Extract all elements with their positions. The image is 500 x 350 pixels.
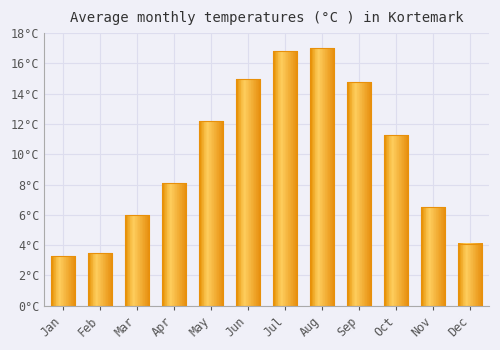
Bar [199,121,223,306]
Bar [236,79,260,306]
Bar [125,215,149,306]
Bar [51,256,75,306]
Bar [422,207,446,306]
Bar [458,244,482,306]
Bar [310,48,334,306]
Bar [162,183,186,306]
Bar [273,51,297,306]
Bar [384,135,408,306]
Title: Average monthly temperatures (°C ) in Kortemark: Average monthly temperatures (°C ) in Ko… [70,11,464,25]
Bar [347,82,372,306]
Bar [88,253,112,306]
